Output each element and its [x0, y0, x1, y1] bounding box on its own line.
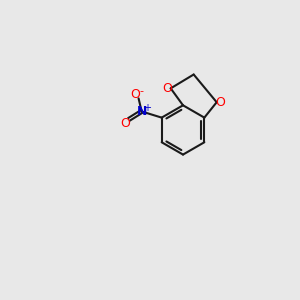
Text: O: O: [130, 88, 140, 101]
Text: -: -: [140, 86, 144, 96]
Text: O: O: [121, 116, 130, 130]
Text: +: +: [143, 103, 151, 112]
Text: N: N: [136, 105, 147, 118]
Text: O: O: [216, 96, 226, 109]
Text: O: O: [162, 82, 172, 95]
